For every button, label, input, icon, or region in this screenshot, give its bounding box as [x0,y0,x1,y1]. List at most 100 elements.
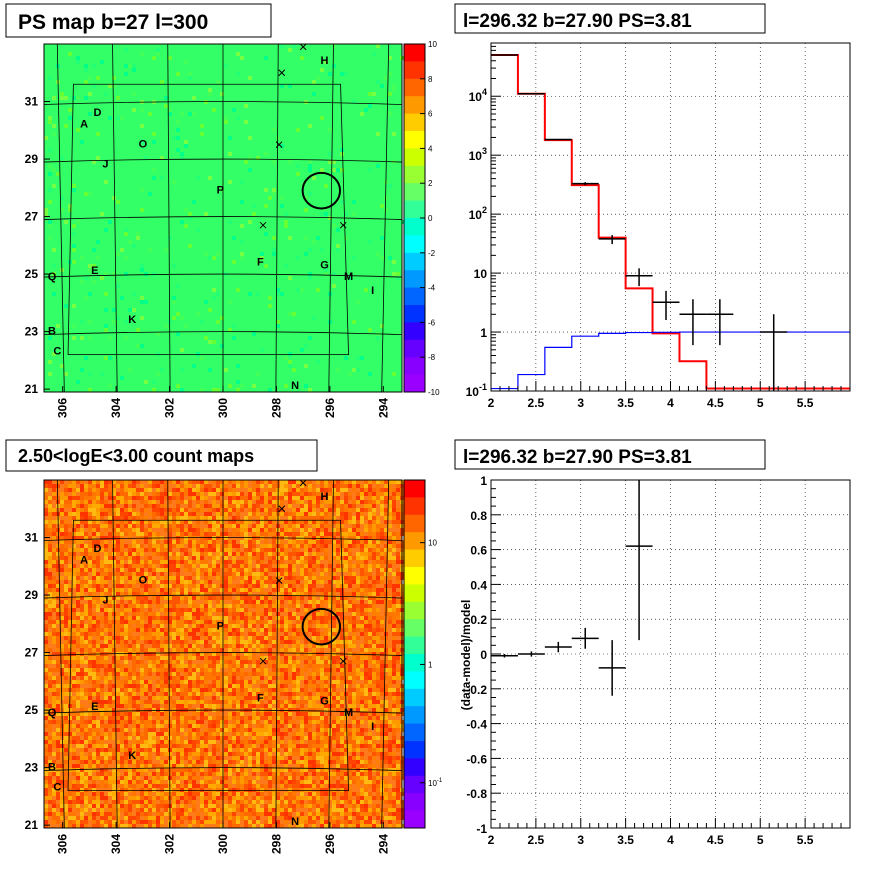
map-pixel [152,572,156,576]
map-pixel [64,556,68,560]
map-pixel [320,480,324,484]
map-pixel [288,496,292,500]
map-pixel [224,696,228,700]
map-pixel [124,528,128,532]
map-pixel [188,660,192,664]
map-pixel [120,680,124,684]
map-pixel [136,652,140,656]
map-pixel [128,308,132,312]
map-pixel [224,656,228,660]
map-pixel [76,672,80,676]
map-pixel [128,692,132,696]
map-pixel [312,492,316,496]
map-pixel [276,604,280,608]
map-pixel [152,564,156,568]
map-pixel [132,648,136,652]
map-pixel [296,628,300,632]
map-pixel [248,620,252,624]
map-pixel [164,512,168,516]
map-pixel [292,528,296,532]
map-pixel [340,608,344,612]
map-pixel [124,496,128,500]
map-pixel [372,512,376,516]
map-pixel [324,548,328,552]
map-pixel [64,552,68,556]
map-pixel [232,552,236,556]
map-pixel [104,528,108,532]
map-pixel [228,580,232,584]
map-pixel [228,596,232,600]
map-pixel [256,560,260,564]
map-pixel [336,228,340,232]
map-pixel [180,652,184,656]
map-pixel [376,612,380,616]
map-pixel [236,620,240,624]
map-pixel [380,236,384,240]
map-pixel [192,680,196,684]
map-pixel [124,512,128,516]
map-pixel [384,636,388,640]
map-pixel [196,604,200,608]
map-pixel [168,588,172,592]
map-pixel [172,628,176,632]
map-pixel [120,580,124,584]
map-pixel [260,516,264,520]
map-pixel [80,628,84,632]
map-pixel [312,544,316,548]
map-pixel [188,504,192,508]
map-pixel [200,688,204,692]
map-pixel [100,508,104,512]
map-pixel [180,608,184,612]
map-pixel [244,648,248,652]
map-pixel [124,256,128,260]
map-pixel [228,328,232,332]
map-pixel [200,616,204,620]
map-pixel [288,648,292,652]
map-pixel [232,564,236,568]
map-pixel [272,544,276,548]
colorbar-band [404,218,425,236]
map-pixel [272,188,276,192]
map-pixel [200,568,204,572]
map-pixel [212,656,216,660]
map-pixel [52,168,56,172]
map-pixel [208,572,212,576]
map-pixel [236,568,240,572]
map-pixel [360,676,364,680]
map-pixel [288,84,292,88]
map-pixel [252,572,256,576]
map-pixel [380,564,384,568]
map-pixel [164,504,168,508]
map-pixel [176,572,180,576]
map-pixel [380,204,384,208]
map-pixel [84,516,88,520]
map-pixel [312,632,316,636]
map-pixel [300,692,304,696]
map-pixel [52,584,56,588]
map-pixel [324,592,328,596]
map-pixel [48,548,52,552]
map-pixel [224,512,228,516]
map-pixel [336,648,340,652]
map-pixel [216,80,220,84]
map-pixel [224,540,228,544]
map-pixel [176,620,180,624]
map-pixel [396,576,400,580]
map-pixel [44,568,48,572]
map-pixel [188,568,192,572]
map-pixel [84,492,88,496]
map-pixel [284,628,288,632]
colorbar-band [404,113,425,132]
map-pixel [264,480,268,484]
map-pixel [56,692,60,696]
map-pixel [248,580,252,584]
map-pixel [224,576,228,580]
map-pixel [264,612,268,616]
map-pixel [172,516,176,520]
map-pixel [272,580,276,584]
map-pixel [76,588,80,592]
map-pixel [80,572,84,576]
map-pixel [384,684,388,688]
map-pixel [248,564,252,568]
map-pixel [344,576,348,580]
